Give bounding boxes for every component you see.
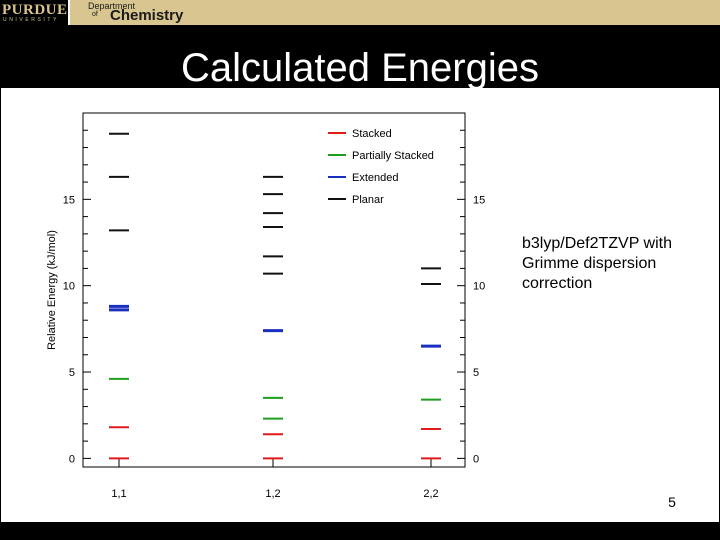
y-tick-label-right: 10	[473, 281, 485, 293]
dept-line-3: Chemistry	[110, 7, 184, 24]
purdue-logo: PURDUE UNIVERSITY	[2, 2, 68, 24]
x-tick-label: 2,2	[423, 488, 438, 500]
slide-title: Calculated Energies	[181, 46, 539, 90]
y-tick-label-left: 15	[63, 194, 75, 206]
legend-label: Planar	[352, 194, 384, 206]
y-tick-label-right: 15	[473, 194, 485, 206]
logo-sub-text: UNIVERSITY	[3, 17, 60, 23]
department-banner: Department of Chemistry	[68, 0, 720, 25]
y-tick-label-left: 5	[69, 367, 75, 379]
bottom-bar	[0, 522, 720, 540]
slide-body: 0 0 5 5 10 10 15 15 1,1 1,2 2,2 Relative Energy (kJ…	[1, 88, 719, 522]
y-tick-label-right: 0	[473, 453, 479, 465]
y-tick-label-right: 5	[473, 367, 479, 379]
title-bar	[0, 26, 720, 88]
method-annotation: b3lyp/Def2TZVP with Grimme dispersion co…	[522, 235, 672, 292]
legend-label: Extended	[352, 172, 398, 184]
dept-line-1: Department	[88, 1, 136, 11]
page-number: 5	[668, 494, 676, 510]
dept-line-2: of	[92, 11, 98, 18]
plot-frame	[82, 112, 466, 468]
x-tick-label: 1,1	[111, 488, 126, 500]
legend-label: Partially Stacked	[352, 150, 434, 162]
y-axis-label: Relative Energy (kJ/mol)	[46, 230, 58, 350]
energy-chart: 0 0 5 5 10 10 15 15 1,1 1,2 2,2 Relative Energy (kJ…	[46, 112, 485, 500]
y-tick-label-left: 10	[63, 281, 75, 293]
logo-main-text: PURDUE	[2, 2, 68, 18]
x-tick-label: 1,2	[265, 488, 280, 500]
legend-label: Stacked	[352, 128, 392, 140]
y-tick-label-left: 0	[69, 453, 75, 465]
